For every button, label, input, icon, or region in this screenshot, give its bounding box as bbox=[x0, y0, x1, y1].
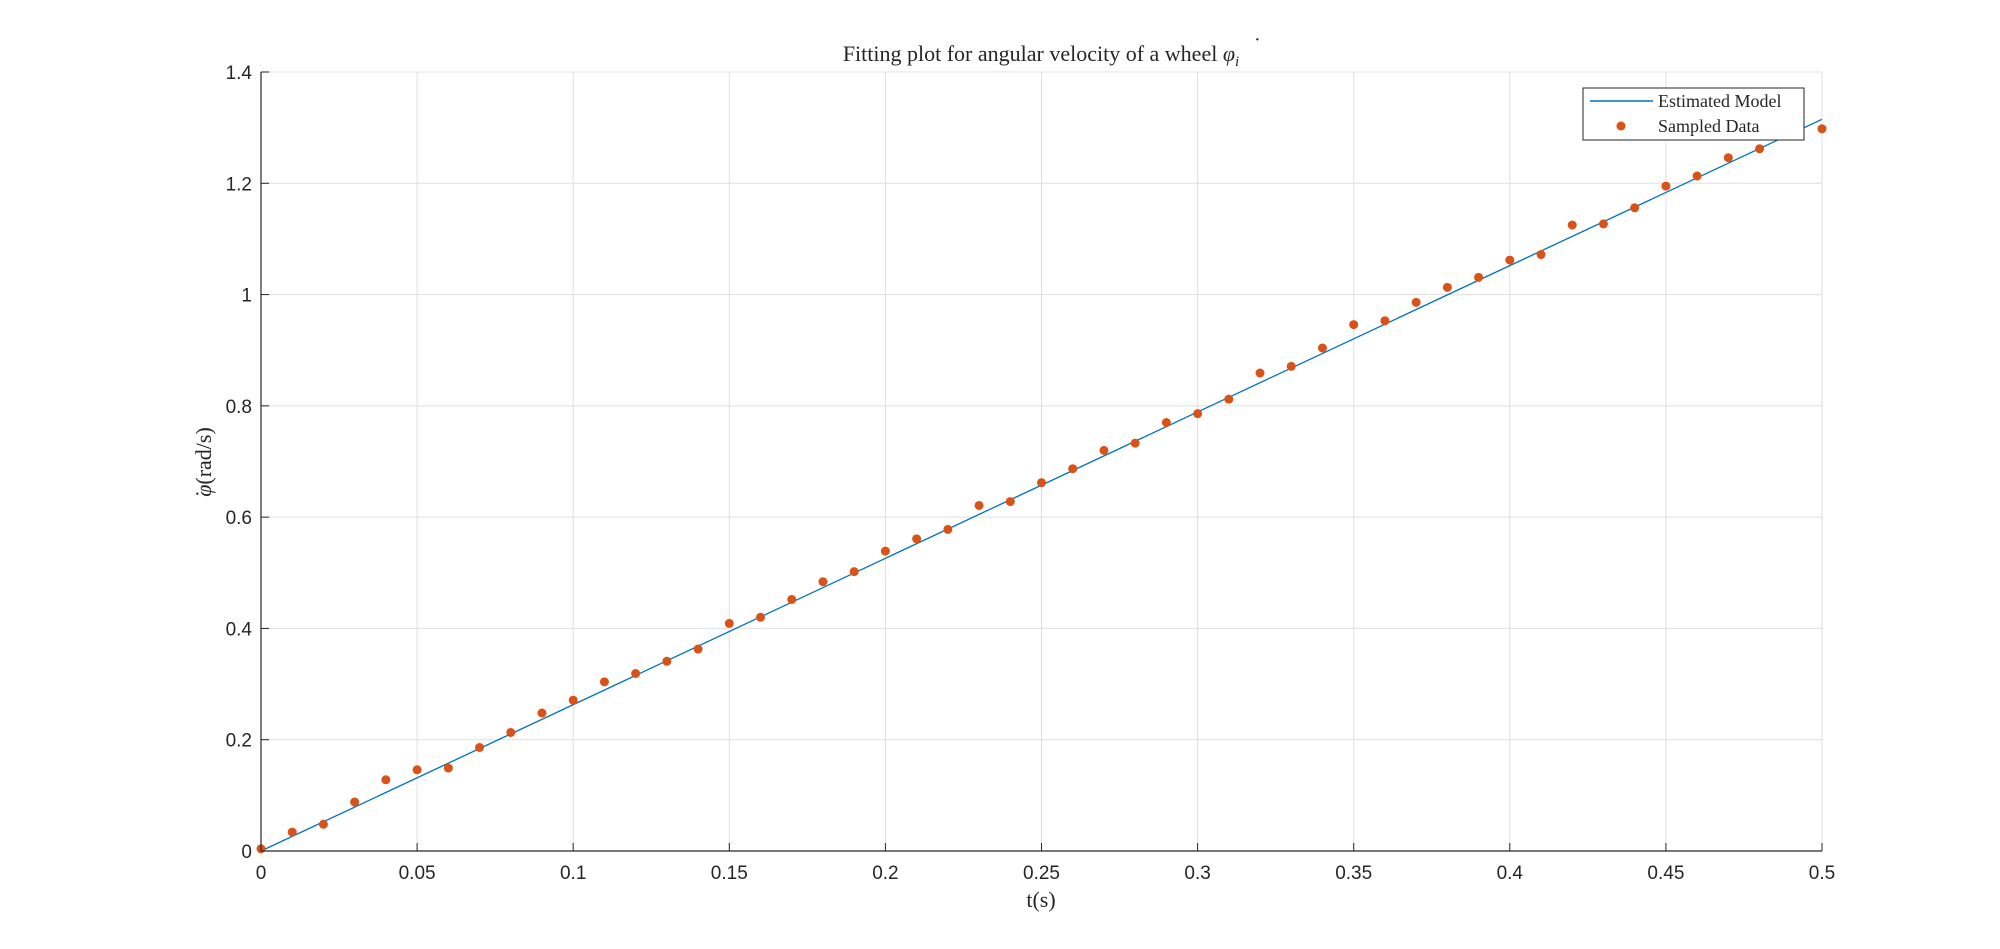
sampled-data-point bbox=[1630, 203, 1640, 213]
sampled-data-point bbox=[693, 644, 703, 654]
sampled-data-point bbox=[350, 797, 360, 807]
sampled-data-point bbox=[1193, 409, 1203, 419]
sampled-data-point bbox=[599, 677, 609, 687]
y-tick-label: 1.2 bbox=[226, 174, 252, 195]
chart-title: Fitting plot for angular velocity of a w… bbox=[843, 41, 1239, 70]
sampled-data-point bbox=[1411, 297, 1421, 307]
title-symbol-dot: · bbox=[1254, 29, 1261, 51]
sampled-data-point bbox=[1286, 361, 1296, 371]
sampled-data-point bbox=[1099, 445, 1109, 455]
sampled-data-point bbox=[974, 500, 984, 510]
sampled-data-point bbox=[1380, 316, 1390, 326]
sampled-data-point bbox=[1224, 394, 1234, 404]
y-axis-label-group: φ(rad/s) bbox=[191, 427, 216, 497]
y-axis-label: φ(rad/s) bbox=[191, 427, 216, 497]
sampled-data-point bbox=[443, 763, 453, 773]
sampled-data-point bbox=[287, 827, 297, 837]
sampled-data-point bbox=[1817, 124, 1827, 134]
chart-title-symbol: φ bbox=[1223, 41, 1235, 66]
sampled-data-point bbox=[1317, 343, 1327, 353]
sampled-data-point bbox=[1598, 219, 1608, 229]
x-tick-label: 0.2 bbox=[872, 863, 898, 884]
y-tick-label: 1 bbox=[241, 286, 252, 307]
sampled-data-point bbox=[568, 695, 578, 705]
x-tick-label: 0.3 bbox=[1184, 863, 1210, 884]
sampled-data-point bbox=[1474, 272, 1484, 282]
x-tick-label: 0.5 bbox=[1809, 863, 1835, 884]
chart-title-text: Fitting plot for angular velocity of a w… bbox=[843, 41, 1223, 66]
chart-title-subscript: i bbox=[1235, 54, 1239, 70]
legend: Estimated Model Sampled Data bbox=[1582, 87, 1805, 141]
y-axis-label-symbol: φ bbox=[191, 485, 216, 497]
x-tick-label: 0.4 bbox=[1497, 863, 1524, 884]
sampled-data-point bbox=[943, 524, 953, 534]
x-tick-label: 0.25 bbox=[1023, 863, 1060, 884]
sampled-data-point bbox=[912, 534, 922, 544]
sampled-data-point bbox=[1692, 171, 1702, 181]
sampled-data-point bbox=[412, 765, 422, 775]
y-label-symbol-dot: · bbox=[187, 490, 209, 497]
x-tick-label: 0 bbox=[256, 863, 267, 884]
sampled-data-point bbox=[1723, 153, 1733, 163]
sampled-data-point bbox=[1068, 464, 1078, 474]
y-tick-labels: 0 0.2 0.4 0.6 0.8 1 1.2 1.4 bbox=[226, 63, 253, 863]
sampled-data-point bbox=[787, 594, 797, 604]
x-tick-label: 0.15 bbox=[711, 863, 748, 884]
x-axis-label: t(s) bbox=[1026, 887, 1055, 912]
sampled-data-point bbox=[1755, 144, 1765, 154]
sampled-data-point bbox=[1661, 181, 1671, 191]
legend-model-label: Estimated Model bbox=[1658, 91, 1781, 111]
sampled-data-point bbox=[1037, 478, 1046, 488]
sampled-data-point bbox=[381, 775, 391, 785]
sampled-data-point bbox=[849, 567, 859, 577]
y-axis-label-unit: (rad/s) bbox=[191, 427, 216, 484]
sampled-data-point bbox=[662, 656, 672, 666]
sampled-data-point bbox=[1536, 250, 1546, 260]
sampled-data-point bbox=[818, 577, 828, 587]
x-tick-labels: 0 0.05 0.1 0.15 0.2 0.25 0.3 0.35 0.4 0.45 0.5 bbox=[256, 863, 1836, 884]
sampled-data-point bbox=[475, 743, 485, 753]
x-tick-label: 0.05 bbox=[399, 863, 436, 884]
sampled-data-point bbox=[1255, 368, 1265, 378]
y-tick-label: 0.2 bbox=[226, 731, 252, 752]
y-tick-label: 0.8 bbox=[226, 397, 252, 418]
sampled-data-point bbox=[1349, 320, 1359, 330]
sampled-data-point bbox=[1130, 438, 1140, 448]
y-tick-label: 0 bbox=[241, 842, 252, 863]
y-tick-label: 0.4 bbox=[226, 619, 253, 640]
points-layer bbox=[256, 124, 1827, 854]
sampled-data-point bbox=[1442, 282, 1452, 292]
sampled-data-point bbox=[724, 618, 734, 628]
legend-data-swatch bbox=[1616, 121, 1626, 131]
axes bbox=[260, 71, 1823, 852]
sampled-data-point bbox=[631, 668, 641, 678]
sampled-data-point bbox=[1567, 220, 1577, 230]
sampled-data-point bbox=[880, 546, 890, 556]
sampled-data-point bbox=[756, 612, 766, 622]
x-tick-label: 0.1 bbox=[560, 863, 586, 884]
legend-box bbox=[1582, 87, 1805, 141]
y-tick-label: 0.6 bbox=[226, 508, 252, 529]
legend-data-label: Sampled Data bbox=[1658, 116, 1759, 136]
sampled-data-point bbox=[537, 708, 547, 718]
y-tick-label: 1.4 bbox=[226, 63, 253, 84]
sampled-data-point bbox=[1005, 497, 1015, 507]
x-tick-label: 0.45 bbox=[1647, 863, 1684, 884]
sampled-data-point bbox=[1505, 255, 1515, 265]
sampled-data-point bbox=[318, 819, 328, 829]
x-tick-label: 0.35 bbox=[1335, 863, 1372, 884]
sampled-data-point bbox=[1161, 418, 1171, 428]
sampled-data-point bbox=[506, 727, 516, 737]
